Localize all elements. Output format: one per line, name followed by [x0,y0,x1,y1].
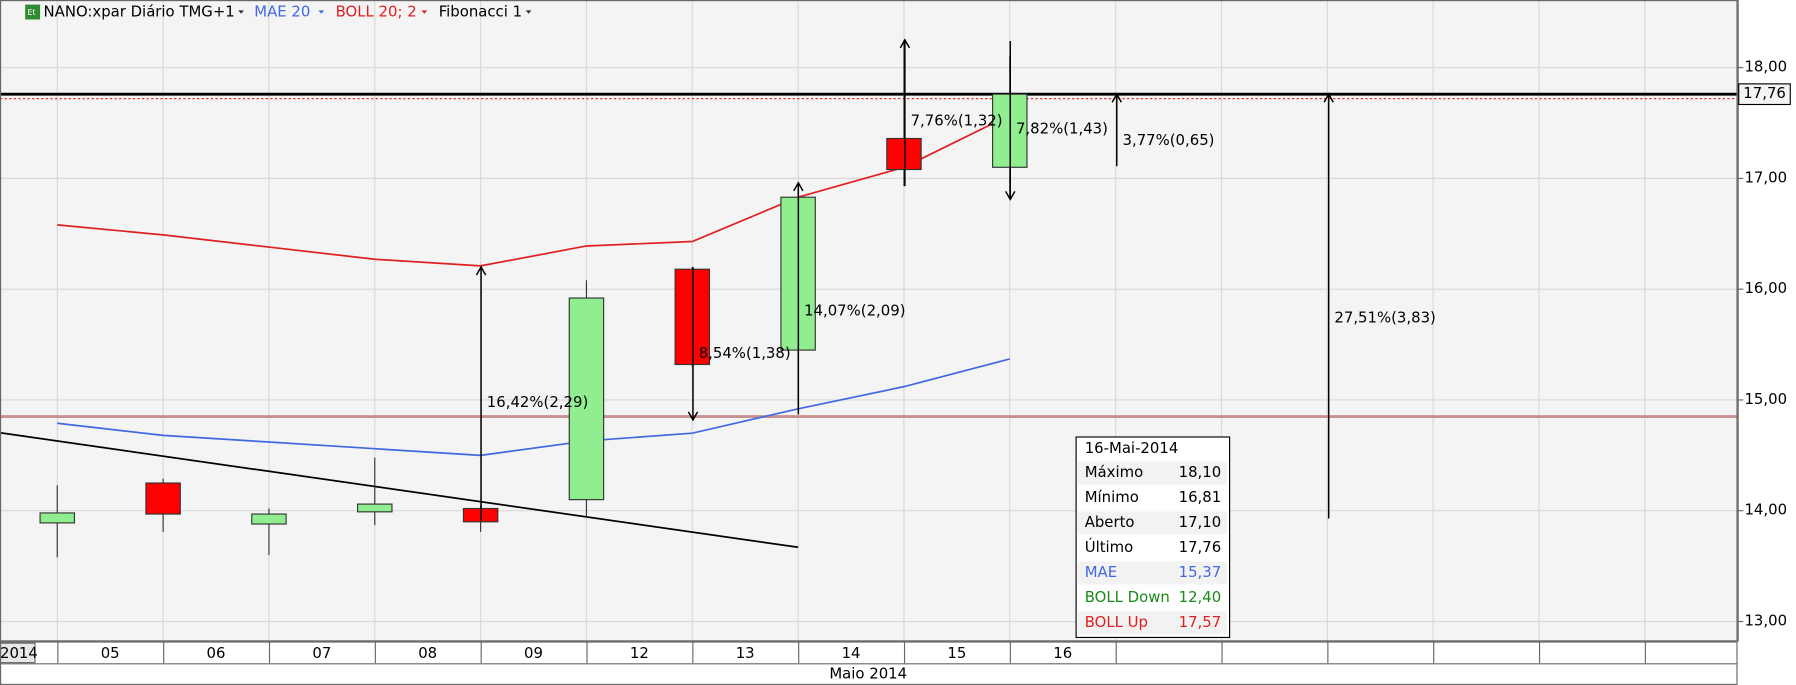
x-tick-box [0,642,36,664]
plot-border [0,0,1738,642]
x-tick-label: 08 [418,644,437,662]
x-tick-label: 16 [1053,644,1072,662]
annotation-label: 3,77%(0,65) [1123,131,1215,149]
legend-entry[interactable]: BOLL 20; 2 [336,3,417,21]
annotation-label: 7,76%(1,32) [911,111,1003,129]
arrow-head [1323,92,1334,103]
annotation-label: 16,42%(2,29) [487,393,588,411]
y-tick-label: 13,00 [1744,612,1787,630]
arrow-head [793,181,804,192]
indicator-line [57,358,1011,457]
y-tick-label: 15,00 [1744,390,1787,408]
candle-body [886,137,922,171]
trend-line [0,431,799,549]
candle-body [568,297,605,501]
candle-body [251,513,287,525]
tooltip-value: 18,10 [1179,463,1222,481]
x-tick-label: 2014 [0,644,38,662]
y-tick-label: 16,00 [1744,279,1787,297]
tooltip-label: MAE [1085,563,1117,581]
annotation-label: 14,07%(2,09) [804,302,905,320]
tooltip-value: 16,81 [1179,488,1222,506]
y-tick-label: 14,00 [1744,501,1787,519]
x-tick-label: 13 [736,644,755,662]
tooltip-value: 17,10 [1179,513,1222,531]
y-tick-label: 17,00 [1744,168,1787,186]
dropdown-arrow[interactable] [318,10,325,14]
arrow-head [687,411,699,422]
last-price-label: 17,76 [1743,84,1786,102]
tooltip-row [1077,461,1227,485]
x-tick-label: 09 [524,644,543,662]
dropdown-arrow[interactable] [421,10,428,14]
tooltip-label: Aberto [1085,513,1135,531]
tooltip-label: BOLL Down [1085,588,1170,606]
tooltip-row [1077,511,1227,535]
indicator-line [57,114,1011,267]
icon-glyph: Et [27,8,35,17]
plot-area [0,0,1738,642]
tooltip-value: 17,57 [1179,613,1222,631]
x-axis-title: Maio 2014 [829,665,907,683]
arrow-head [899,38,911,49]
x-tick-label: 12 [630,644,649,662]
tooltip-value: 12,40 [1179,588,1222,606]
tooltip-label: BOLL Up [1085,613,1148,631]
annotation-label: 8,54%(1,38) [699,344,791,362]
arrow-head [1005,191,1016,201]
x-tick-label: 15 [947,644,966,662]
arrow-head [1111,92,1123,103]
x-tick-label: 07 [312,644,331,662]
tooltip-label: Máximo [1085,463,1143,481]
arrow-head [475,265,487,276]
y-tick-label: 18,00 [1744,58,1787,76]
candle-body [357,503,393,513]
tooltip-row [1077,561,1227,585]
tooltip-value: 17,76 [1179,538,1222,556]
legend-title[interactable]: NANO:xpar Diário TMG+1 [44,3,235,21]
tooltip-date: 16-Mai-2014 [1085,439,1179,457]
tooltip-row [1077,611,1227,635]
overlay: 13,00 14,00 15,00 16,00 17,00 18,00 2014 05 06 07… [0,0,1791,664]
icon [25,4,41,20]
tooltip-label: Mínimo [1085,488,1139,506]
candle-body [39,512,76,524]
x-tick-label: 14 [842,644,861,662]
last-price-box [1738,83,1791,106]
annotation-label: 27,51%(3,83) [1334,308,1435,326]
tooltip-value: 15,37 [1179,563,1222,581]
dropdown-arrow[interactable] [525,10,532,14]
dropdown-arrow[interactable] [238,10,244,14]
legend-entry[interactable]: MAE 20 [254,3,310,21]
candle-body [145,482,181,515]
legend-entry[interactable]: Fibonacci 1 [439,3,522,21]
tooltip-label: Último [1085,538,1134,556]
x-tick-label: 05 [101,644,120,662]
annotation-label: 7,82%(1,43) [1016,119,1108,137]
x-tick-label: 06 [207,644,226,662]
